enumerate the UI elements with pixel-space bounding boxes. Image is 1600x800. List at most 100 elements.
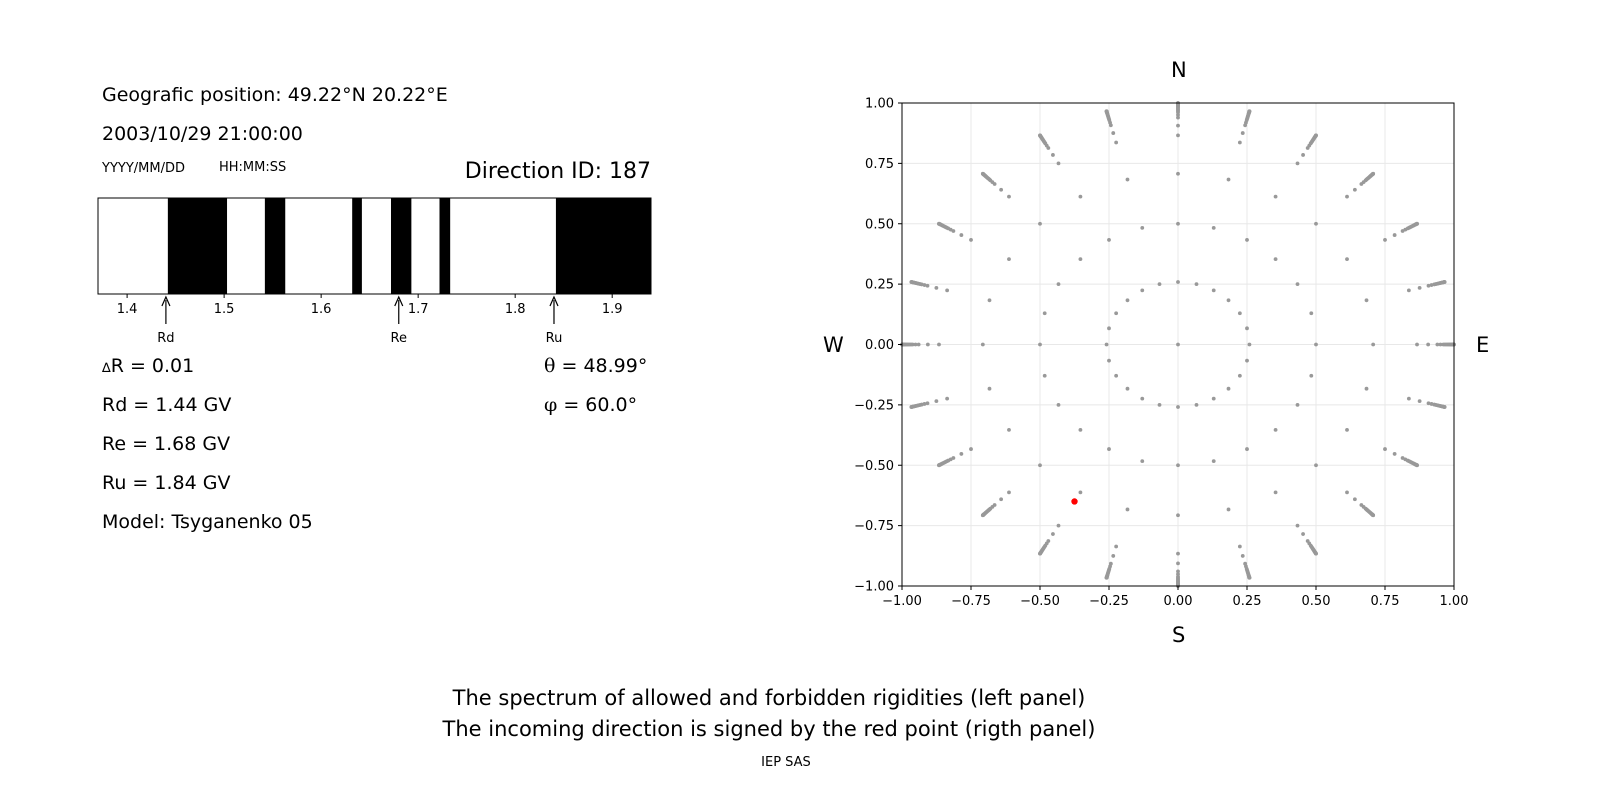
- ru-value: Ru = 1.84 GV: [102, 472, 231, 494]
- direction-grid-point: [1237, 140, 1242, 145]
- direction-grid-point: [1176, 123, 1180, 128]
- delta-symbol: ∆: [102, 361, 111, 376]
- compass-south: S: [1172, 623, 1186, 647]
- direction-grid-point: [969, 447, 973, 451]
- direction-grid-point: [969, 238, 973, 242]
- direction-grid-point: [1111, 554, 1116, 558]
- direction-grid-point: [1345, 257, 1349, 262]
- direction-grid-point: [999, 187, 1004, 192]
- direction-grid-point: [1442, 280, 1447, 284]
- marker-arrow-head: [549, 295, 559, 307]
- direction-grid-point: [1007, 257, 1011, 262]
- y-axis-tick-label: 0.75: [865, 157, 894, 172]
- theta-text: = 48.99°: [555, 355, 648, 377]
- direction-grid-point: [909, 405, 914, 409]
- direction-grid-point: [1104, 109, 1109, 114]
- direction-grid-point: [1140, 459, 1145, 464]
- direction-grid-point: [1435, 342, 1440, 347]
- direction-grid-point: [1245, 326, 1249, 331]
- compass-north: N: [1171, 58, 1187, 82]
- direction-grid-point: [1426, 401, 1431, 406]
- direction-grid-point: [1426, 342, 1431, 347]
- direction-grid-point: [1125, 507, 1130, 512]
- caption-line-1: The spectrum of allowed and forbidden ri…: [452, 686, 1086, 710]
- x-axis-tick-label: −1.00: [882, 594, 922, 609]
- marker-label: Re: [391, 331, 407, 346]
- direction-grid-point: [1176, 115, 1180, 120]
- y-axis-tick-label: 0.25: [865, 278, 894, 293]
- direction-grid-point: [1157, 282, 1162, 287]
- direction-grid-point: [1247, 109, 1252, 114]
- direction-grid-point: [1194, 402, 1199, 407]
- direction-grid-point: [916, 342, 921, 347]
- date-format-label: YYYY/MM/DD: [102, 161, 185, 176]
- direction-grid-point: [1245, 238, 1249, 242]
- phi-value: φ = 60.0°: [544, 394, 637, 416]
- direction-grid-point: [1038, 221, 1042, 226]
- direction-grid-point: [1406, 288, 1411, 293]
- direction-grid-point: [913, 342, 918, 347]
- direction-grid-point: [1078, 490, 1083, 495]
- spectrum-tick-label: 1.5: [214, 302, 235, 317]
- direction-grid-point: [1111, 131, 1116, 135]
- direction-grid-point: [1140, 396, 1145, 401]
- direction-grid-point: [1309, 373, 1314, 378]
- direction-grid-point: [1007, 427, 1011, 432]
- direction-grid-point: [1042, 311, 1047, 316]
- direction-grid-point: [1417, 399, 1422, 404]
- x-axis-tick-label: 1.00: [1440, 594, 1469, 609]
- direction-grid-point: [937, 342, 941, 347]
- direction-grid-point: [1273, 257, 1278, 262]
- direction-grid-point: [1056, 282, 1061, 287]
- direction-grid-point: [987, 298, 992, 303]
- direction-grid-point: [1314, 133, 1318, 138]
- direction-scatter-chart: −1.00 −0.75 −0.50 −0.25 0.00 0.25 0.50 0.75 1.00…: [854, 97, 1468, 610]
- direction-grid-point: [1176, 569, 1180, 574]
- direction-grid-point: [1237, 311, 1242, 316]
- direction-grid-point: [1314, 551, 1318, 556]
- direction-grid-point: [1371, 513, 1376, 518]
- direction-grid-point: [1371, 171, 1376, 176]
- direction-grid-point: [1051, 153, 1055, 157]
- direction-grid-point: [1295, 161, 1300, 166]
- direction-grid-point: [1226, 177, 1231, 182]
- direction-grid-point: [1415, 463, 1419, 468]
- direction-grid-point: [1247, 575, 1252, 580]
- direction-grid-point: [1157, 402, 1162, 407]
- direction-grid-point: [1194, 282, 1199, 287]
- delta-r-text: R = 0.01: [110, 355, 195, 377]
- direction-grid-point: [925, 342, 930, 347]
- geo-position: Geografic position: 49.22°N 20.22°E: [102, 84, 448, 106]
- direction-grid-point: [1406, 396, 1411, 401]
- forbidden-band: [390, 198, 412, 294]
- re-value: Re = 1.68 GV: [102, 433, 231, 455]
- direction-grid-point: [1383, 238, 1387, 242]
- direction-grid-point: [1176, 551, 1180, 556]
- x-axis-tick-label: −0.50: [1020, 594, 1060, 609]
- compass-west: W: [823, 333, 844, 357]
- phi-symbol: φ: [544, 394, 558, 416]
- direction-grid-point: [925, 401, 930, 406]
- direction-grid-point: [1140, 225, 1145, 230]
- direction-grid-point: [959, 452, 964, 456]
- y-axis-tick-label: −0.75: [854, 519, 894, 534]
- direction-grid-point: [1415, 221, 1419, 226]
- direction-grid-point: [1114, 544, 1119, 549]
- x-axis-tick-label: −0.75: [951, 594, 991, 609]
- direction-grid-point: [1056, 402, 1061, 407]
- time-format-label: HH:MM:SS: [219, 160, 287, 175]
- direction-grid-point: [1295, 402, 1300, 407]
- direction-grid-point: [1038, 342, 1042, 347]
- forbidden-band: [264, 198, 286, 294]
- direction-grid-point: [1007, 490, 1011, 495]
- direction-grid-point: [1078, 427, 1083, 432]
- spectrum-tick-label: 1.9: [602, 302, 623, 317]
- x-axis-tick-label: 0.75: [1371, 594, 1400, 609]
- compass-east: E: [1476, 333, 1490, 357]
- direction-grid-point: [1364, 386, 1369, 391]
- theta-value: θ = 48.99°: [544, 355, 647, 377]
- direction-grid-point: [1273, 194, 1278, 199]
- direction-grid-point: [1417, 285, 1422, 290]
- spectrum-tick-label: 1.8: [505, 302, 526, 317]
- forbidden-band: [555, 198, 651, 294]
